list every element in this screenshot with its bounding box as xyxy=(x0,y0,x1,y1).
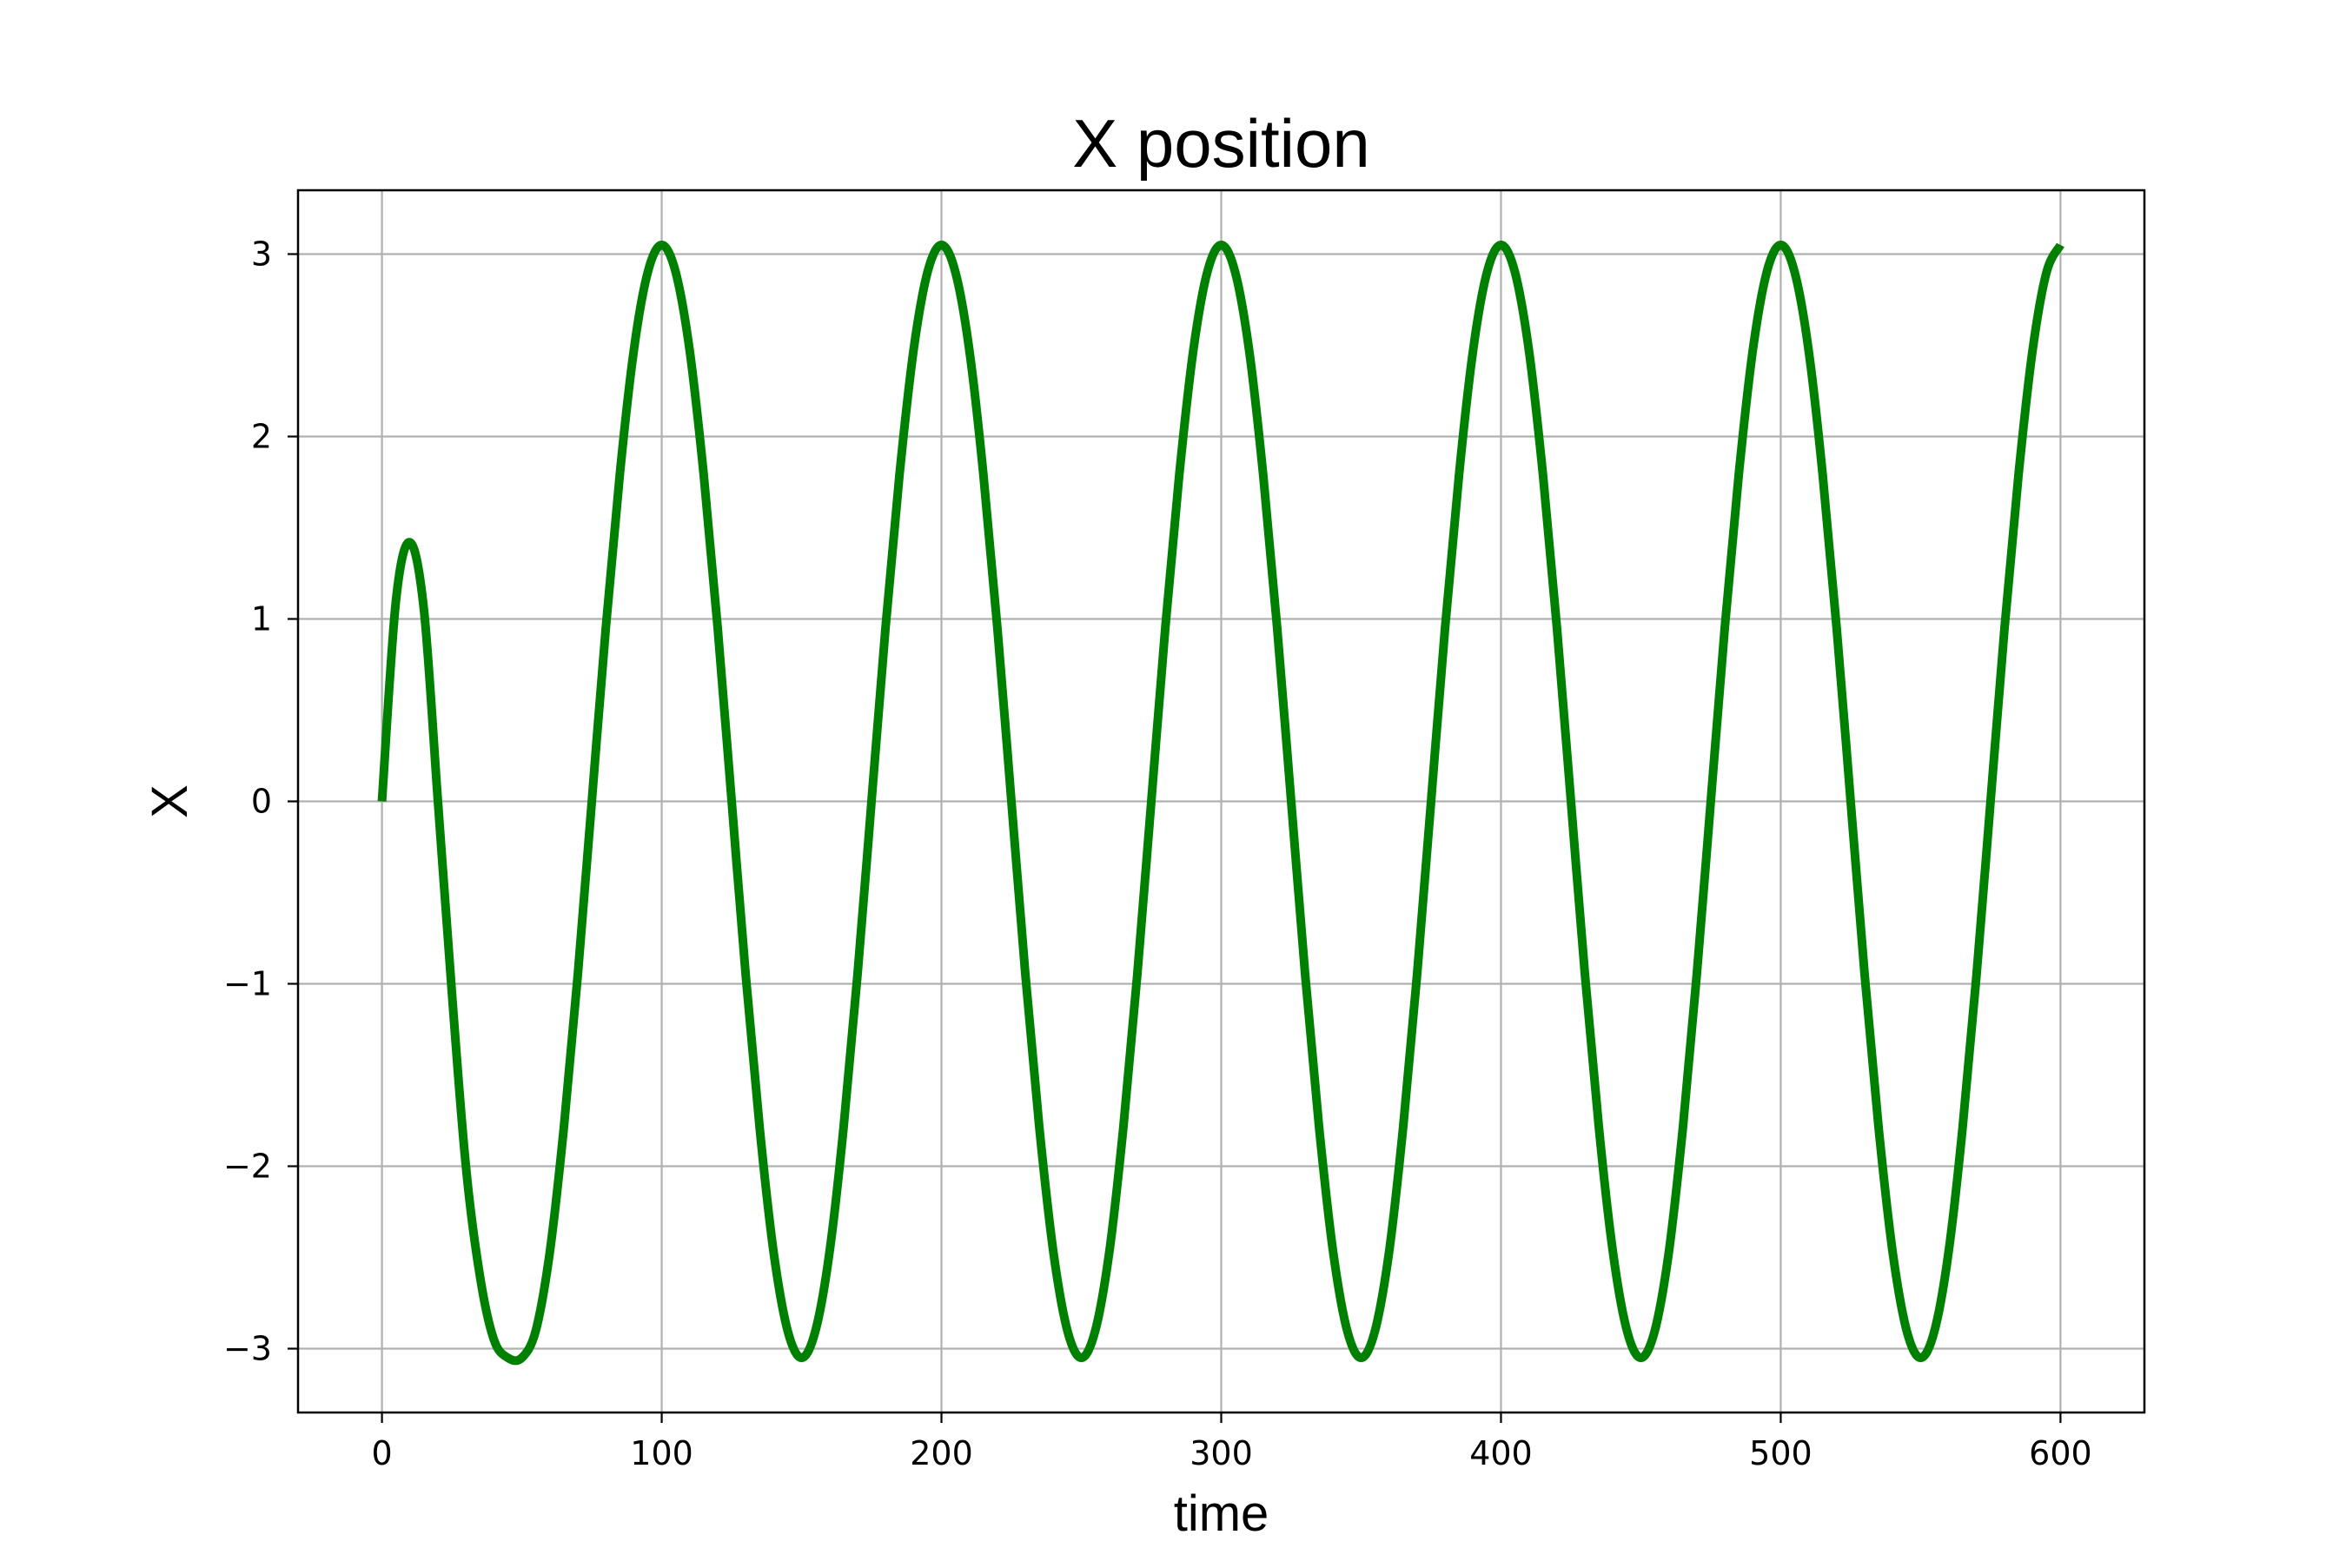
y-tick-label: 1 xyxy=(251,600,272,638)
y-tick-label: 0 xyxy=(251,783,272,821)
x-axis-label: time xyxy=(1174,1485,1269,1542)
plot-frame xyxy=(296,189,2146,1414)
x-tick-label: 0 xyxy=(371,1434,392,1472)
y-tick-label: −2 xyxy=(223,1148,272,1186)
plot-series xyxy=(377,241,2064,1366)
y-tick-label: −1 xyxy=(223,965,272,1003)
y-tick-label: 3 xyxy=(251,235,272,274)
chart-title: X position xyxy=(1072,105,1370,182)
x-tick-label: 400 xyxy=(1469,1434,1533,1472)
grid-lines xyxy=(298,190,2144,1413)
y-axis-label: X xyxy=(142,784,198,818)
x-tick-label: 600 xyxy=(2029,1434,2092,1472)
x-tick-label: 200 xyxy=(910,1434,973,1472)
x-tick-label: 300 xyxy=(1190,1434,1253,1472)
y-tick-label: −3 xyxy=(223,1330,272,1368)
x-tick-label: 100 xyxy=(630,1434,693,1472)
x-tick-label: 500 xyxy=(1749,1434,1813,1472)
y-tick-label: 2 xyxy=(251,418,272,456)
axis-ticks: 0 100 200 300 400 500 600 −3 −2 −1 0 1 2 3 xyxy=(223,235,2092,1473)
x-position-series-line xyxy=(377,241,2064,1366)
